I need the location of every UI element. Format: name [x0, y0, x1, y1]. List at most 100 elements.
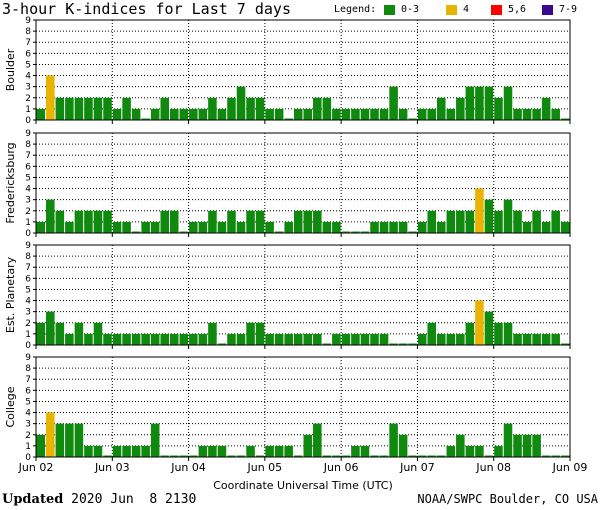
k-index-bar: [55, 97, 65, 120]
k-index-bar: [265, 445, 274, 457]
k-index-bar: [456, 97, 465, 120]
k-index-bar: [84, 445, 93, 457]
y-tick-label: 3: [25, 308, 31, 318]
k-index-bar: [475, 300, 484, 345]
k-index-bar: [494, 445, 503, 457]
k-index-bar: [189, 333, 198, 345]
k-index-bar: [532, 434, 541, 457]
k-index-bar: [150, 333, 160, 345]
k-index-bar: [217, 108, 227, 120]
y-tick-label: 1: [25, 442, 31, 452]
k-index-bar: [427, 455, 436, 457]
panel-title-est-planetary: Est. Planetary: [4, 256, 17, 333]
k-index-bar: [322, 221, 332, 233]
k-index-bar: [446, 210, 456, 233]
k-index-bar: [65, 97, 74, 120]
k-index-bar: [122, 97, 131, 120]
k-index-bar: [503, 86, 513, 120]
y-tick-label: 7: [25, 375, 31, 385]
k-index-bar: [417, 455, 427, 457]
k-index-bar: [360, 445, 370, 457]
k-index-bar: [150, 221, 160, 233]
k-index-bar: [189, 221, 198, 233]
k-index-bar: [65, 333, 74, 345]
y-tick-label: 8: [25, 252, 31, 262]
k-index-bar: [189, 108, 198, 120]
k-index-bar: [74, 423, 84, 457]
y-tick-label: 2: [25, 207, 31, 217]
k-index-bar: [437, 333, 446, 345]
y-tick-label: 0: [25, 453, 31, 463]
k-index-bar: [170, 108, 179, 120]
legend-swatch-7-9: [542, 5, 553, 15]
k-index-bar: [46, 412, 55, 457]
k-index-bar: [541, 333, 551, 345]
k-index-bar: [322, 97, 332, 120]
k-index-bar: [255, 455, 265, 457]
y-tick-label: 6: [25, 274, 31, 284]
y-tick-label: 8: [25, 140, 31, 150]
y-tick-label: 3: [25, 83, 31, 93]
k-index-bar: [427, 108, 436, 120]
k-index-bar: [417, 221, 427, 233]
k-index-bar: [46, 199, 55, 233]
k-index-bar: [541, 455, 551, 457]
k-index-bar: [274, 445, 284, 457]
y-tick-label: 4: [25, 185, 31, 195]
y-tick-label: 5: [25, 60, 31, 70]
k-index-bar: [84, 333, 93, 345]
k-index-bar: [150, 423, 160, 457]
k-index-bar: [351, 108, 360, 120]
panel-title-college: College: [4, 386, 17, 427]
k-index-bar: [274, 231, 284, 233]
k-index-bar: [351, 445, 360, 457]
k-index-bar: [236, 333, 246, 345]
k-index-bar: [246, 210, 255, 233]
k-index-bar: [303, 210, 313, 233]
panel-title-fredericksburg: Fredericksburg: [4, 142, 17, 223]
k-index-bar: [541, 221, 551, 233]
k-index-bar: [208, 97, 217, 120]
y-tick-label: 6: [25, 49, 31, 59]
k-index-bar: [55, 210, 65, 233]
k-index-bar: [179, 231, 189, 233]
k-index-bar: [456, 210, 465, 233]
source-credit: NOAA/SWPC Boulder, CO USA: [417, 492, 598, 506]
k-index-bar: [122, 221, 131, 233]
k-index-bar: [284, 333, 293, 345]
k-index-bar: [84, 97, 93, 120]
k-index-bar: [74, 322, 84, 345]
y-tick-label: 9: [25, 16, 31, 26]
k-index-bar: [541, 97, 551, 120]
k-index-bar: [293, 333, 303, 345]
y-tick-label: 4: [25, 72, 31, 82]
k-index-bar: [217, 221, 227, 233]
k-index-bar: [494, 210, 503, 233]
k-index-bar: [532, 108, 541, 120]
updated-footer: Updated 2020 Jun 8 2130: [2, 492, 196, 507]
y-tick-label: 1: [25, 218, 31, 228]
k-index-bar: [265, 108, 274, 120]
y-tick-label: 3: [25, 420, 31, 430]
k-index-bar: [465, 445, 475, 457]
updated-label: Updated: [2, 492, 64, 507]
k-index-bar: [551, 108, 560, 120]
k-index-bar: [284, 118, 293, 120]
k-index-bar: [437, 221, 446, 233]
k-index-bar: [265, 221, 274, 233]
k-index-bar: [551, 333, 560, 345]
k-index-bar: [255, 97, 265, 120]
k-index-bar: [456, 333, 465, 345]
k-index-bar: [303, 434, 313, 457]
chart-title: 3-hour K-indices for Last 7 days: [2, 0, 291, 18]
k-index-bar: [465, 210, 475, 233]
k-index-bar: [341, 455, 351, 457]
k-index-bar: [408, 118, 417, 120]
k-index-bar: [465, 86, 475, 120]
k-index-bar: [93, 445, 103, 457]
legend-item-5-6: 5,6: [508, 4, 527, 15]
k-index-bar: [46, 75, 55, 120]
k-index-bar: [236, 221, 246, 233]
y-tick-label: 7: [25, 38, 31, 48]
k-index-bar: [351, 333, 360, 345]
